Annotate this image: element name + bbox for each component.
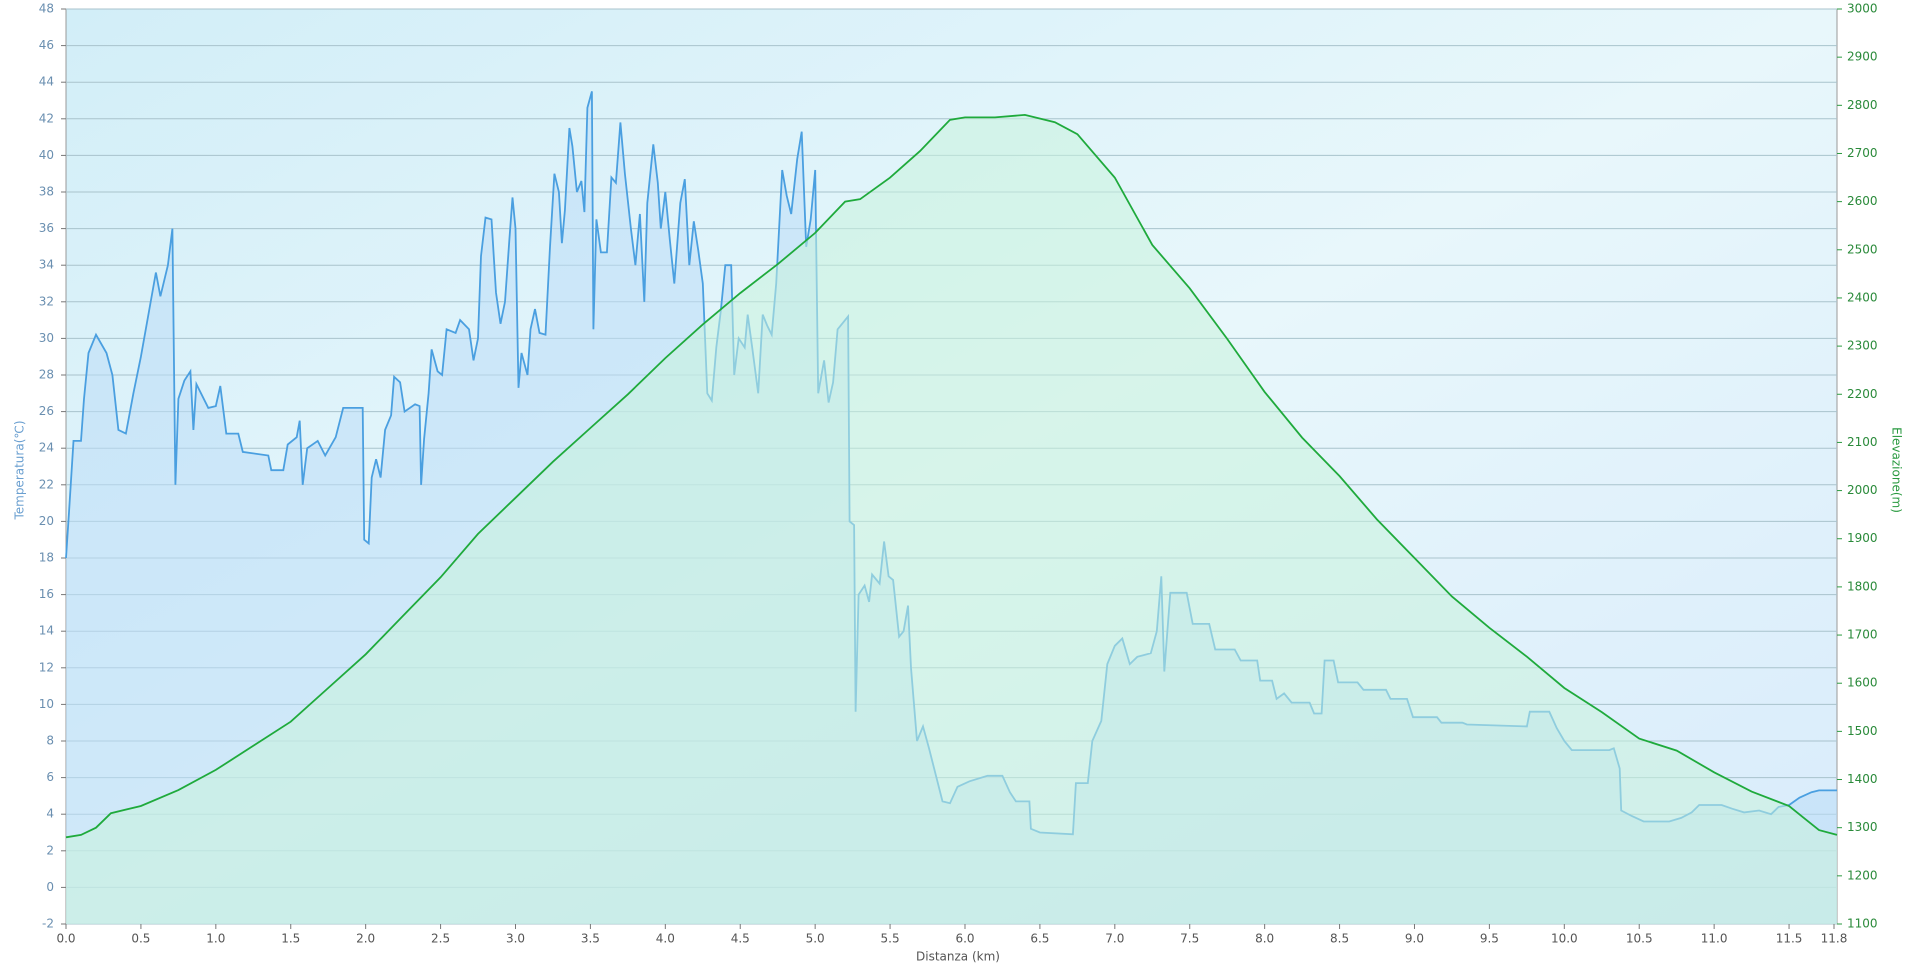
- x-tick-label: 3.5: [581, 932, 600, 946]
- x-tick-label: 6.0: [955, 932, 974, 946]
- y-tick-label: 24: [39, 441, 54, 455]
- y2-tick-label: 2600: [1847, 194, 1878, 208]
- y-tick-label: 28: [39, 368, 54, 382]
- y-tick-label: 40: [39, 148, 54, 162]
- y-tick-label: 10: [39, 697, 54, 711]
- y-tick-label: 48: [39, 2, 54, 16]
- y-tick-label: 6: [46, 770, 54, 784]
- y2-axis-label: Elevazione(m): [1890, 427, 1904, 513]
- y-tick-label: 0: [46, 880, 54, 894]
- y2-tick-label: 1100: [1847, 917, 1878, 931]
- y2-tick-label: 2900: [1847, 50, 1878, 64]
- x-tick-label: 2.5: [431, 932, 450, 946]
- y-tick-label: 32: [39, 294, 54, 308]
- y-tick-label: 26: [39, 404, 54, 418]
- y-tick-label: -2: [42, 917, 54, 931]
- x-axis-label: Distanza (km): [916, 950, 1000, 964]
- x-tick-label: 11.8: [1821, 932, 1848, 946]
- y2-tick-label: 2800: [1847, 98, 1878, 112]
- y-tick-label: 42: [39, 111, 54, 125]
- y-tick-label: 44: [39, 75, 54, 89]
- y2-tick-label: 2100: [1847, 435, 1878, 449]
- y2-tick-label: 1800: [1847, 579, 1878, 593]
- y-tick-label: 12: [39, 660, 54, 674]
- x-tick-label: 4.5: [731, 932, 750, 946]
- y2-tick-label: 2500: [1847, 242, 1878, 256]
- y2-tick-label: 1500: [1847, 724, 1878, 738]
- y2-tick-label: 1300: [1847, 820, 1878, 834]
- x-tick-label: 4.0: [656, 932, 675, 946]
- x-tick-label: 8.5: [1330, 932, 1349, 946]
- x-tick-label: 1.5: [281, 932, 300, 946]
- x-tick-label: 10.0: [1551, 932, 1578, 946]
- y-tick-label: 4: [46, 807, 54, 821]
- y2-tick-label: 1700: [1847, 628, 1878, 642]
- x-tick-label: 11.0: [1701, 932, 1728, 946]
- y-tick-label: 34: [39, 258, 54, 272]
- y2-tick-label: 2300: [1847, 339, 1878, 353]
- y2-tick-label: 2200: [1847, 387, 1878, 401]
- y2-tick-label: 3000: [1847, 2, 1878, 16]
- y-axis-label: Temperatura(℃): [13, 420, 27, 520]
- x-tick-label: 10.5: [1626, 932, 1653, 946]
- y-tick-label: 46: [39, 38, 54, 52]
- y-tick-label: 38: [39, 185, 54, 199]
- x-tick-label: 9.0: [1405, 932, 1424, 946]
- x-tick-label: 2.0: [356, 932, 375, 946]
- x-tick-label: 0.5: [131, 932, 150, 946]
- y2-tick-label: 1900: [1847, 531, 1878, 545]
- x-tick-label: 11.5: [1776, 932, 1803, 946]
- x-tick-label: 7.5: [1180, 932, 1199, 946]
- x-tick-label: 6.5: [1030, 932, 1049, 946]
- x-tick-label: 8.0: [1255, 932, 1274, 946]
- y-tick-label: 22: [39, 477, 54, 491]
- y2-tick-label: 1200: [1847, 868, 1878, 882]
- y2-tick-label: 2000: [1847, 483, 1878, 497]
- x-tick-label: 5.5: [881, 932, 900, 946]
- y2-tick-label: 1400: [1847, 772, 1878, 786]
- y-tick-label: 2: [46, 843, 54, 857]
- series-line: [65, 113, 1838, 839]
- y2-tick-label: 2700: [1847, 146, 1878, 160]
- area-fill: [66, 114, 1837, 924]
- x-tick-label: 7.0: [1105, 932, 1124, 946]
- y-tick-label: 20: [39, 514, 54, 528]
- x-tick-label: 3.0: [506, 932, 525, 946]
- y-tick-label: 36: [39, 221, 54, 235]
- y-tick-label: 16: [39, 587, 54, 601]
- y-tick-label: 14: [39, 624, 54, 638]
- y2-tick-label: 1600: [1847, 676, 1878, 690]
- x-tick-label: 1.0: [206, 932, 225, 946]
- x-tick-label: 5.0: [806, 932, 825, 946]
- y-tick-label: 8: [46, 734, 54, 748]
- x-tick-label: 9.5: [1480, 932, 1499, 946]
- y2-tick-label: 2400: [1847, 290, 1878, 304]
- y-tick-label: 18: [39, 551, 54, 565]
- y-tick-label: 30: [39, 331, 54, 345]
- x-tick-label: 0.0: [56, 932, 75, 946]
